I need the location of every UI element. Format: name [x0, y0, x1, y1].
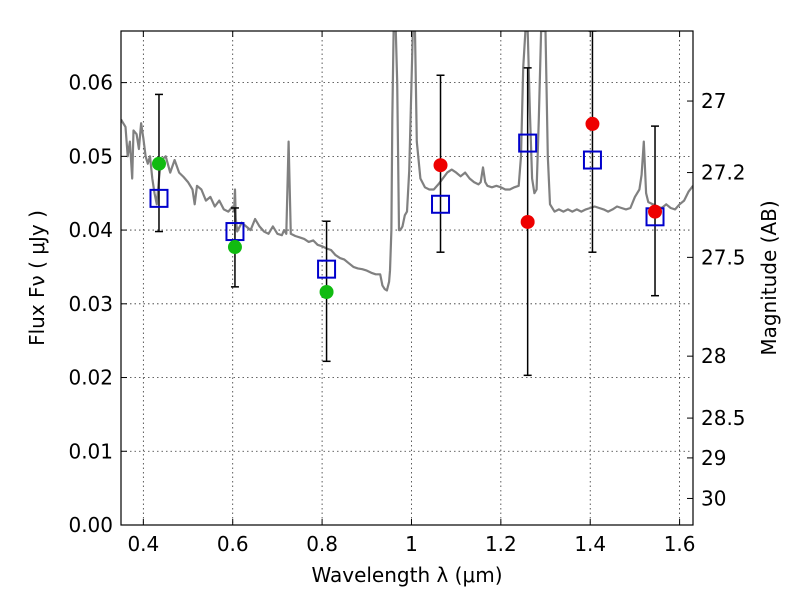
right-tick-label: 28.5 — [701, 406, 746, 430]
y-tick-label: 0.02 — [68, 366, 113, 390]
x-tick-label: 1 — [405, 532, 418, 556]
observed-flux-point — [319, 285, 334, 300]
x-tick-label: 0.4 — [127, 532, 159, 556]
x-tick-label: 1.4 — [574, 532, 606, 556]
y-tick-label: 0.03 — [68, 292, 113, 316]
observed-flux-point — [151, 156, 166, 171]
model-flux-square — [582, 150, 602, 170]
spectrum-line — [121, 31, 693, 292]
right-tick-label: 28 — [701, 344, 726, 368]
observed-flux-point — [433, 158, 448, 173]
observed-flux-point — [520, 214, 535, 229]
y-tick-label: 0.05 — [68, 144, 113, 168]
model-flux-square — [317, 259, 337, 279]
y-tick-label: 0.00 — [68, 513, 113, 537]
right-tick-label: 27 — [701, 89, 726, 113]
axis-ticks: 0.4 0.6 0.8 1 1.2 1.4 1.6 0.00 0.01 0.02 0.03 0.04 0… — [68, 31, 746, 556]
y-axis-title: Flux Fν ( μJy ) — [25, 210, 49, 346]
right-tick-label: 27.2 — [701, 161, 746, 185]
x-tick-label: 1.2 — [485, 532, 517, 556]
observed-flux-point — [648, 204, 663, 219]
spectrum-layer — [121, 31, 693, 292]
right-tick-label: 29 — [701, 446, 726, 470]
grid-lines — [121, 31, 693, 526]
x-axis-title: Wavelength λ (μm) — [311, 563, 502, 587]
y-axis-right-title: Magnitude (AB) — [757, 200, 781, 355]
model-flux-square — [149, 188, 169, 208]
model-flux-square — [431, 194, 451, 214]
y-tick-label: 0.04 — [68, 218, 113, 242]
x-tick-label: 1.6 — [664, 532, 696, 556]
model-flux-square — [518, 133, 538, 153]
x-tick-label: 0.6 — [217, 532, 249, 556]
observed-flux-point — [585, 116, 600, 131]
x-tick-label: 0.8 — [306, 532, 338, 556]
right-tick-label: 30 — [701, 486, 726, 510]
y-tick-label: 0.01 — [68, 439, 113, 463]
marker-layer — [149, 116, 665, 300]
observed-flux-point — [227, 240, 242, 255]
right-tick-label: 27.5 — [701, 245, 746, 269]
plot-frame — [120, 30, 694, 526]
y-tick-label: 0.06 — [68, 71, 113, 95]
